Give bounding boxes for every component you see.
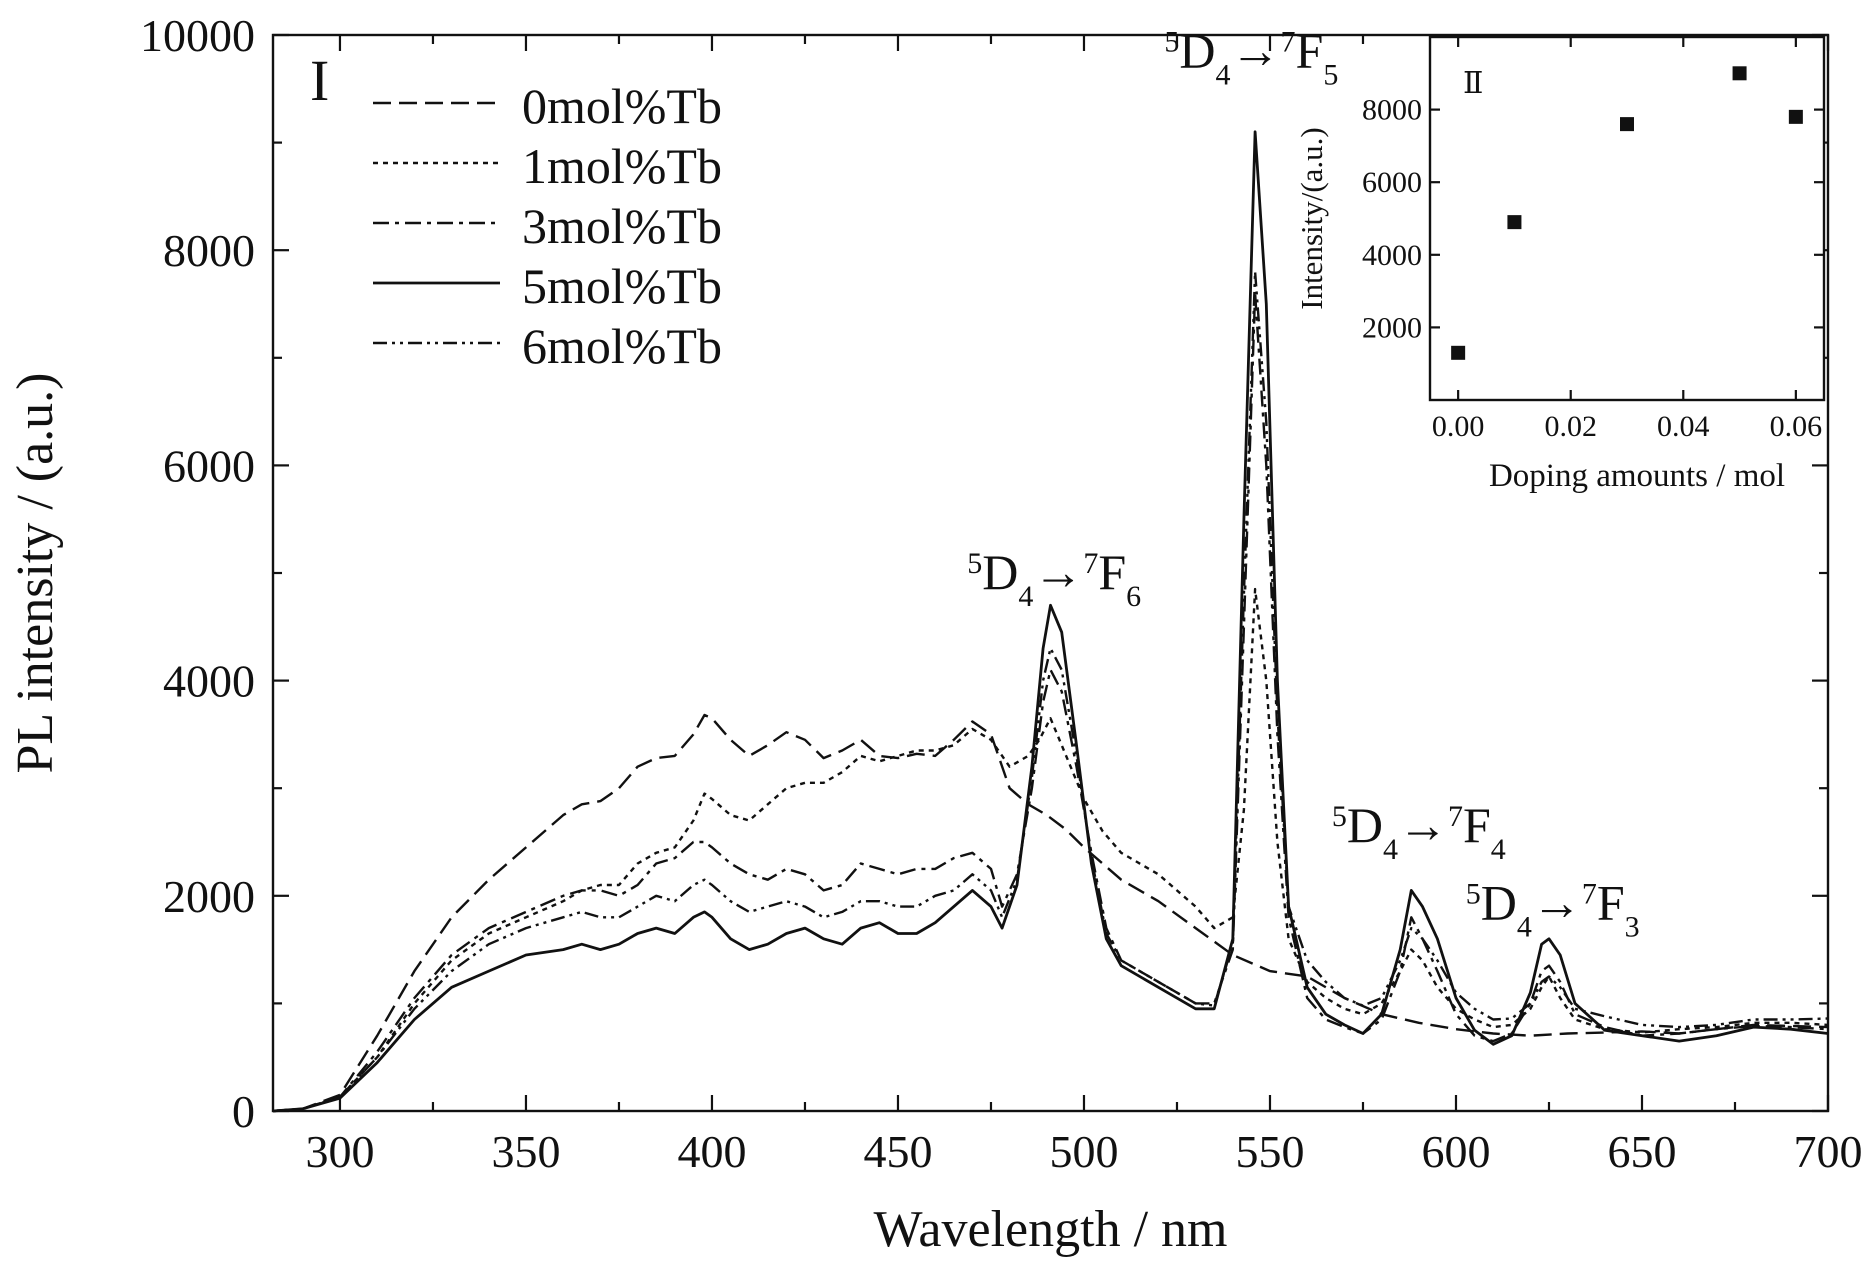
annotation-2: 5D4→7F4 [1332,797,1506,866]
main-series-group [272,130,1829,1113]
annotation-part: D [1179,22,1215,78]
main-axis-ticks: 300 350 400 450 500 550 600 650 700 0 2000 4000 6000… [140,10,1863,1177]
legend-label-2: 3mol%Tb [522,198,722,254]
panel-label-main: I [310,48,329,113]
annotation-part: F [1597,874,1625,930]
inset-y-tick-label: 2000 [1362,311,1422,344]
annotation-part: 7 [1582,877,1597,910]
inset-point-0 [1451,345,1466,360]
annotation-part: 5 [1323,58,1338,91]
inset-point-2 [1620,117,1634,132]
x-tick-label: 350 [491,1126,560,1177]
annotation-part: 5 [1466,877,1481,910]
annotation-part: → [1398,797,1448,853]
annotation-part: 7 [1083,547,1098,580]
series-line-2 [272,292,1829,1113]
annotation-part: 5 [967,547,982,580]
x-tick-label: 600 [1421,1126,1490,1177]
inset-y-tick-label: 8000 [1362,94,1422,127]
y-tick-label: 2000 [163,871,255,922]
annotation-part: → [1532,874,1582,930]
annotation-part: 6 [1126,580,1141,613]
annotation-part: → [1033,544,1083,600]
x-tick-label: 450 [863,1126,932,1177]
legend-label-0: 0mol%Tb [522,78,722,134]
inset-y-tick-label: 4000 [1362,239,1422,272]
annotation-part: D [1481,874,1517,930]
inset-point-1 [1507,215,1522,230]
inset-x-tick-label: 0.04 [1657,410,1710,443]
inset-plot-frame [1428,35,1826,402]
annotation-part: 4 [1383,833,1398,866]
inset-y-axis-label: Intensity/(a.u.) [1294,127,1329,310]
main-chart-panel: 300 350 400 450 500 550 600 650 700 0 2000 4000 6000… [7,10,1863,1258]
annotation-part: F [1098,544,1126,600]
annotation-part: D [1347,797,1383,853]
annotation-part: F [1296,22,1324,78]
annotation-part: D [982,544,1018,600]
annotation-part: 7 [1281,25,1296,58]
x-tick-label: 400 [677,1126,746,1177]
inset-chart-panel: 0.00 0.02 0.04 0.06 2000 4000 6000 8000 Ⅱ Dopin… [1294,35,1826,494]
y-tick-label: 10000 [140,10,255,61]
series-line-0 [272,713,1829,1113]
x-axis-label: Wavelength / nm [874,1201,1228,1258]
annotation-0: 5D4→7F5 [1164,22,1338,91]
inset-x-axis-label: Doping amounts / mol [1489,458,1785,494]
annotation-part: F [1463,797,1491,853]
annotation-part: 5 [1332,800,1347,833]
annotation-3: 5D4→7F3 [1466,874,1640,943]
y-tick-label: 6000 [163,440,255,491]
annotation-part: → [1231,22,1281,78]
legend-label-1: 1mol%Tb [522,138,722,194]
series-line-3 [272,130,1829,1113]
legend-label-4: 6mol%Tb [522,318,722,374]
x-tick-label: 700 [1794,1126,1863,1177]
x-tick-label: 650 [1607,1126,1676,1177]
inset-x-tick-label: 0.06 [1770,410,1823,443]
inset-x-tick-label: 0.00 [1432,410,1485,443]
y-tick-label: 4000 [163,656,255,707]
inset-axis-ticks: 0.00 0.02 0.04 0.06 2000 4000 6000 8000 [1362,37,1824,443]
annotation-part: 4 [1491,833,1506,866]
annotation-part: 7 [1448,800,1463,833]
series-line-4 [272,270,1829,1113]
inset-scatter-group [1451,66,1803,360]
inset-y-tick-label: 6000 [1362,166,1422,199]
x-tick-label: 300 [305,1126,374,1177]
x-tick-label: 500 [1049,1126,1118,1177]
annotation-part: 4 [1216,58,1231,91]
inset-x-tick-label: 0.02 [1544,410,1597,443]
y-tick-label: 0 [232,1086,255,1137]
inset-background [1430,37,1824,400]
legend-label-3: 5mol%Tb [522,258,722,314]
panel-label-inset: Ⅱ [1463,67,1483,100]
annotation-part: 3 [1625,910,1640,943]
inset-point-3 [1732,66,1747,81]
annotation-part: 4 [1018,580,1033,613]
inset-point-4 [1788,109,1803,124]
y-axis-label: PL intensity / (a.u.) [7,372,64,773]
annotation-1: 5D4→7F6 [967,544,1141,613]
y-tick-label: 8000 [163,225,255,276]
x-tick-label: 550 [1235,1126,1304,1177]
annotation-part: 4 [1517,910,1532,943]
annotation-part: 5 [1164,25,1179,58]
